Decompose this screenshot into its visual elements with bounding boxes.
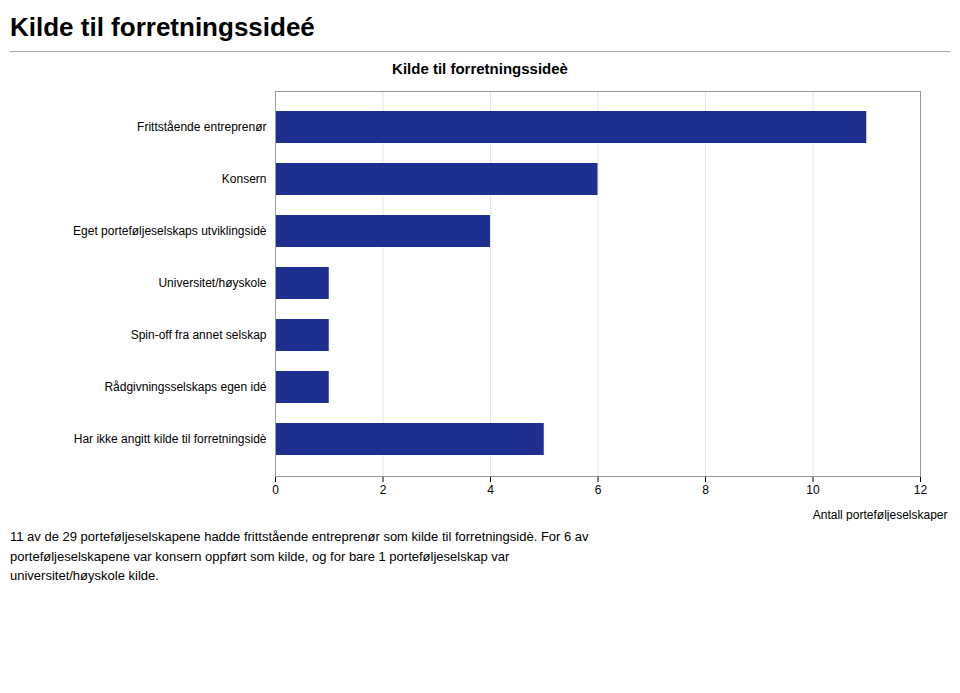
svg-text:Spin-off fra annet selskap: Spin-off fra annet selskap: [131, 328, 267, 342]
svg-text:Antall porteføljeselskaper: Antall porteføljeselskaper: [813, 508, 948, 522]
svg-text:6: 6: [595, 483, 602, 497]
html-text:11 av de 29 porteføljeselskape: 11 av de 29 porteføljeselskapene hadde f…: [10, 529, 589, 583]
svg-text:4: 4: [487, 483, 494, 497]
html-text:Kilde til forretningssideè: Kilde til forretningssideè: [392, 60, 568, 77]
svg-text:Rådgivningsselskaps egen idé: Rådgivningsselskaps egen idé: [104, 380, 266, 394]
svg-text:2: 2: [380, 483, 387, 497]
svg-text:Frittstående entreprenør: Frittstående entreprenør: [137, 120, 266, 134]
svg-text:Har ikke angitt kilde til forr: Har ikke angitt kilde til forretningsidè: [74, 432, 267, 446]
svg-text:10: 10: [806, 483, 820, 497]
svg-text:8: 8: [702, 483, 709, 497]
html-text:Kilde til forretningssideé: Kilde til forretningssideé: [10, 12, 315, 42]
svg-text:Eget porteføljeselskaps utvikl: Eget porteføljeselskaps utviklingsidè: [73, 224, 267, 238]
svg-text:0: 0: [272, 483, 279, 497]
svg-text:12: 12: [914, 483, 928, 497]
svg-text:Konsern: Konsern: [222, 172, 267, 186]
svg-text:Universitet/høyskole: Universitet/høyskole: [158, 276, 266, 290]
